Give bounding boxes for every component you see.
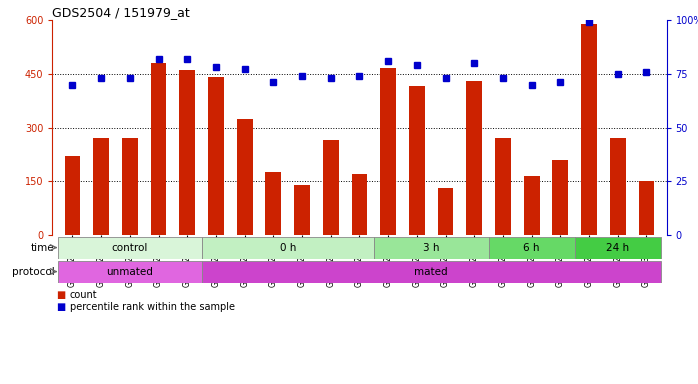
- Bar: [179, 70, 195, 235]
- Text: 6 h: 6 h: [524, 243, 540, 253]
- Text: count: count: [70, 290, 98, 300]
- Text: GDS2504 / 151979_at: GDS2504 / 151979_at: [52, 6, 190, 19]
- Bar: [374, 237, 489, 258]
- Text: protocol: protocol: [12, 266, 54, 276]
- Bar: [380, 68, 396, 235]
- Bar: [58, 237, 202, 258]
- Bar: [409, 86, 425, 235]
- Bar: [64, 156, 80, 235]
- Bar: [94, 138, 109, 235]
- Bar: [581, 23, 597, 235]
- Bar: [202, 262, 661, 283]
- Text: 3 h: 3 h: [423, 243, 440, 253]
- Bar: [237, 119, 253, 235]
- Bar: [438, 189, 454, 235]
- Bar: [352, 174, 367, 235]
- Bar: [294, 185, 310, 235]
- Text: 24 h: 24 h: [607, 243, 630, 253]
- Bar: [265, 172, 281, 235]
- Bar: [122, 138, 138, 235]
- Text: control: control: [112, 243, 148, 253]
- Bar: [58, 262, 202, 283]
- Bar: [202, 237, 374, 258]
- Bar: [553, 160, 568, 235]
- Text: time: time: [31, 243, 54, 253]
- Bar: [151, 63, 166, 235]
- Bar: [610, 138, 625, 235]
- Bar: [574, 237, 661, 258]
- Text: 0 h: 0 h: [279, 243, 296, 253]
- Bar: [489, 237, 574, 258]
- Text: ■: ■: [56, 290, 65, 300]
- Text: mated: mated: [415, 266, 448, 276]
- Bar: [495, 138, 511, 235]
- Bar: [524, 176, 540, 235]
- Text: percentile rank within the sample: percentile rank within the sample: [70, 302, 235, 312]
- Bar: [323, 140, 339, 235]
- Bar: [639, 181, 655, 235]
- Text: ■: ■: [56, 302, 65, 312]
- Bar: [466, 81, 482, 235]
- Bar: [208, 77, 224, 235]
- Text: unmated: unmated: [106, 266, 154, 276]
